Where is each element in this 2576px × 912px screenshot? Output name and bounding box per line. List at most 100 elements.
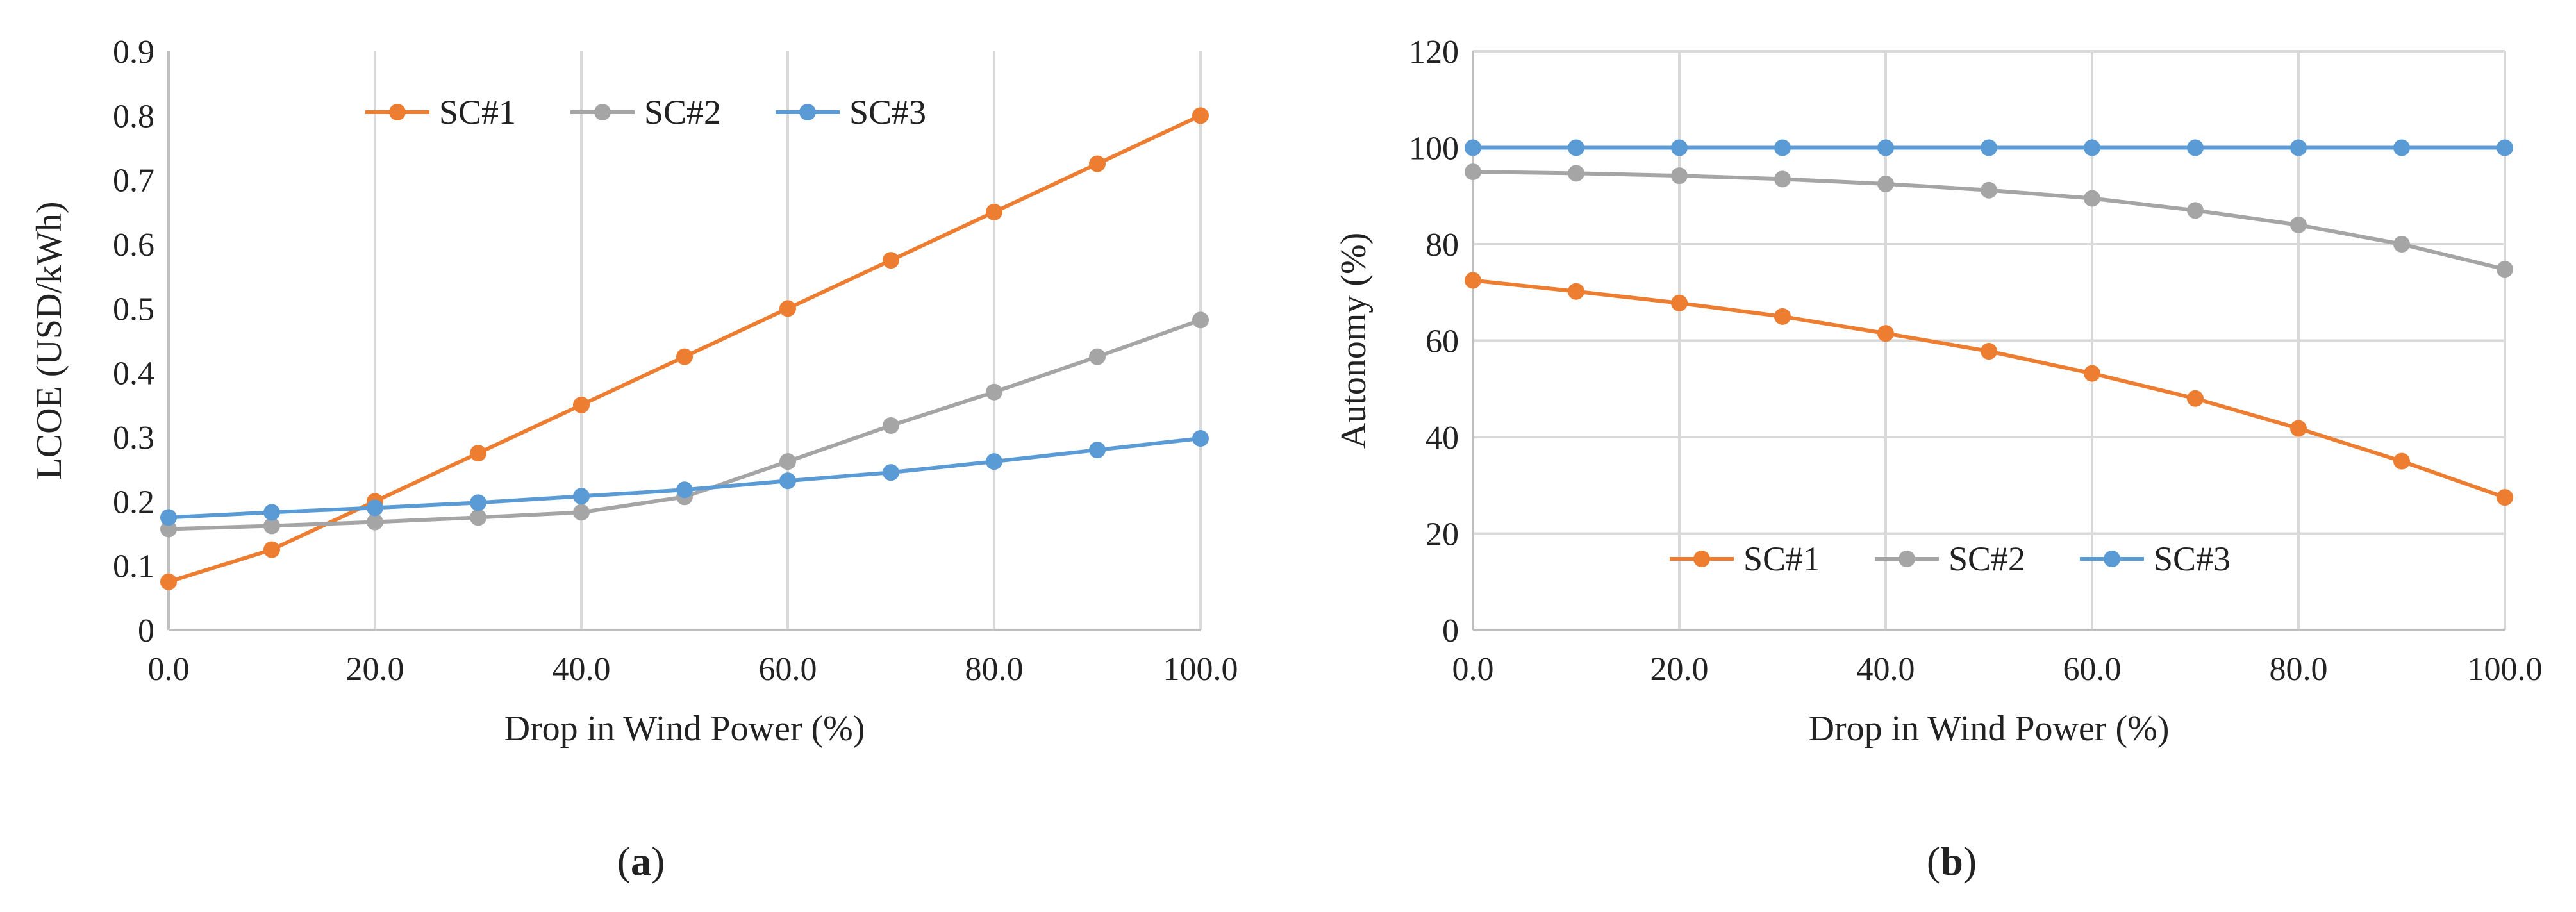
data-point-series-2 (1774, 170, 1791, 188)
data-point-series-3 (779, 472, 796, 490)
y-tick-label: 0.3 (113, 420, 154, 456)
y-tick-label: 100 (1409, 131, 1459, 167)
x-tick-label: 40.0 (553, 651, 611, 688)
data-point-series-1 (1089, 155, 1106, 172)
panel-b-chart: 0 20 40 60 80 100 120 0.0 20.0 40.0 60.0 80.0 100.0 D… (1334, 34, 2543, 884)
data-point-series-2 (986, 383, 1002, 401)
y-tick-label: 120 (1409, 34, 1459, 70)
data-point-series-1 (1671, 294, 1688, 311)
data-point-series-3 (2084, 139, 2100, 156)
y-tick-label: 0.4 (113, 356, 154, 392)
y-tick-label: 0.1 (113, 549, 154, 585)
data-point-series-2 (470, 509, 486, 526)
series-line-1 (1472, 278, 2505, 499)
data-point-series-1 (2393, 452, 2410, 470)
x-tick-label: 0.0 (1452, 651, 1494, 688)
x-tick-label: 20.0 (346, 651, 404, 688)
legend-marker-1 (1693, 551, 1710, 567)
data-point-series-2 (779, 453, 796, 470)
data-point-series-3 (1465, 139, 1481, 156)
y-tick-label: 40 (1425, 420, 1459, 456)
x-tick-label: 100.0 (1163, 651, 1238, 688)
panel-label: (b) (1927, 838, 1977, 884)
x-tick-label: 60.0 (759, 651, 817, 688)
x-tick-label: 80.0 (2270, 651, 2328, 688)
data-point-series-2 (1877, 175, 1894, 192)
y-tick-label: 0.2 (113, 484, 154, 520)
data-point-series-3 (2290, 139, 2307, 156)
data-point-series-3 (263, 504, 280, 521)
y-axis-title: Autonomy (%) (1334, 233, 1374, 449)
panel-label-open-paren: ( (617, 838, 631, 884)
data-point-series-2 (2290, 216, 2307, 233)
legend-label-2: SC#2 (644, 93, 721, 131)
y-tick-label: 0.5 (113, 291, 154, 327)
data-point-series-2 (1089, 348, 1106, 365)
data-point-series-3 (470, 494, 486, 511)
y-tick-label: 0.6 (113, 227, 154, 263)
data-point-series-3 (1568, 139, 1584, 156)
data-point-series-1 (573, 396, 590, 413)
data-point-series-1 (2290, 420, 2307, 437)
panel-label: (a) (617, 838, 665, 884)
legend-label-1: SC#1 (1743, 540, 1820, 578)
legend-label-3: SC#3 (2154, 540, 2231, 578)
y-tick-label: 60 (1425, 324, 1459, 360)
data-point-series-3 (1671, 139, 1688, 156)
legend-marker-2 (594, 104, 611, 120)
series-line-3 (168, 436, 1201, 520)
x-tick-label: 100.0 (2468, 651, 2543, 688)
data-point-series-3 (1774, 139, 1791, 156)
y-tick-label: 0 (1442, 613, 1459, 649)
data-point-series-3 (2187, 139, 2204, 156)
panel-label-close-paren: ) (1963, 838, 1977, 884)
panel-label-letter: b (1940, 838, 1963, 884)
data-point-series-2 (263, 517, 280, 535)
data-point-series-1 (986, 203, 1002, 220)
x-tick-label: 40.0 (1857, 651, 1915, 688)
data-point-series-3 (676, 481, 693, 499)
data-point-series-2 (160, 520, 177, 538)
panel-label-letter: a (631, 838, 651, 884)
data-point-series-2 (2393, 236, 2410, 253)
x-axis-title: Drop in Wind Power (%) (1809, 709, 2170, 749)
y-tick-label: 0.7 (113, 163, 154, 199)
data-point-series-3 (1089, 442, 1106, 459)
legend-label-3: SC#3 (849, 93, 926, 131)
data-point-series-3 (986, 453, 1002, 470)
data-point-series-3 (883, 464, 899, 481)
data-point-series-1 (1877, 325, 1894, 342)
data-point-series-3 (367, 499, 383, 517)
x-tick-label: 80.0 (965, 651, 1024, 688)
data-point-series-1 (160, 573, 177, 590)
data-point-series-1 (1568, 283, 1584, 300)
x-tick-label: 0.0 (148, 651, 190, 688)
data-point-series-1 (779, 300, 796, 317)
y-tick-label: 0 (138, 613, 154, 649)
data-point-series-1 (1981, 343, 1997, 360)
data-point-series-2 (883, 417, 899, 434)
panel-label-open-paren: ( (1927, 838, 1940, 884)
data-point-series-3 (160, 509, 177, 526)
panel-label-close-paren: ) (651, 838, 665, 884)
data-point-series-2 (1568, 165, 1584, 182)
x-tick-label: 60.0 (2063, 651, 2122, 688)
data-point-series-1 (883, 252, 899, 269)
y-tick-label: 20 (1425, 517, 1459, 553)
y-axis-title: LCOE (USD/kWh) (29, 202, 69, 480)
data-point-series-3 (2393, 139, 2410, 156)
data-point-series-1 (1192, 107, 1209, 124)
data-point-series-3 (573, 488, 590, 505)
data-point-series-3 (1192, 430, 1209, 447)
data-point-series-1 (1774, 308, 1791, 325)
data-point-series-1 (2497, 489, 2513, 506)
data-point-series-2 (573, 504, 590, 521)
y-tick-label: 0.9 (113, 34, 154, 70)
data-point-series-1 (263, 541, 280, 558)
data-point-series-1 (470, 445, 486, 462)
x-axis-title: Drop in Wind Power (%) (504, 709, 865, 749)
data-point-series-3 (2497, 139, 2513, 156)
x-tick-label: 20.0 (1650, 651, 1709, 688)
data-point-series-2 (1981, 181, 1997, 199)
legend-label-1: SC#1 (439, 93, 516, 131)
